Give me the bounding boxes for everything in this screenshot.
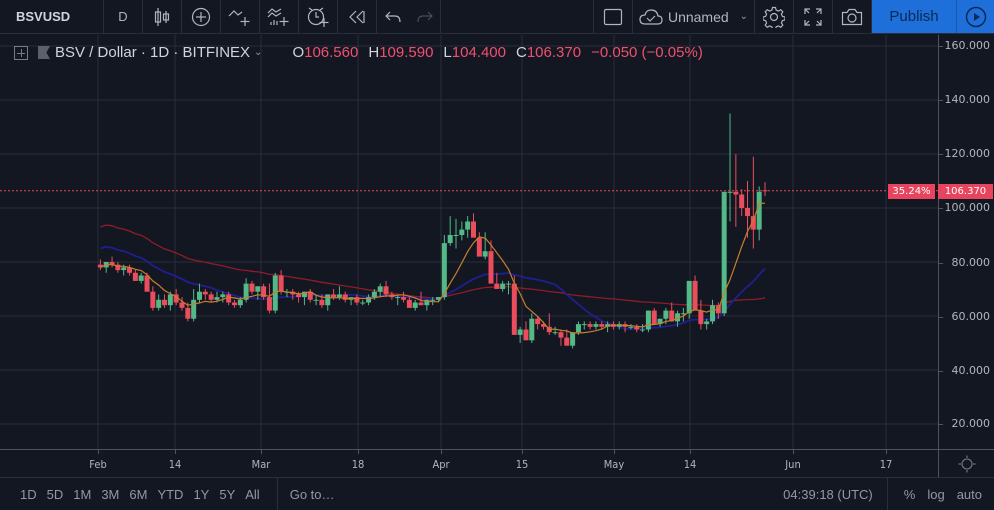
- gear-icon: [763, 6, 785, 28]
- chevron-down-icon: ⌄: [739, 11, 749, 22]
- undo-redo-group: [377, 0, 441, 33]
- last-price-badge: 106.370: [938, 184, 993, 199]
- range-1d-button[interactable]: 1D: [20, 486, 37, 502]
- change-value: −0.050 (−0.05%): [591, 44, 703, 61]
- toolbar-spacer: [441, 0, 594, 33]
- play-circle-icon: [965, 6, 986, 27]
- chart-type-button[interactable]: [143, 0, 182, 33]
- price-axis-label: 20.000: [951, 417, 991, 430]
- add-circle-icon: [191, 7, 211, 26]
- indicator-add-icon: [228, 9, 250, 26]
- layout-name-dropdown[interactable]: Unnamed ⌄: [633, 0, 755, 33]
- time-axis-label: 18: [351, 458, 365, 471]
- price-axis[interactable]: 160.000 140.000 120.000 100.000 80.000 6…: [938, 35, 994, 449]
- time-axis-label: May: [603, 458, 625, 471]
- high-key: H: [368, 44, 380, 61]
- time-axis-label: 14: [683, 458, 697, 471]
- percent-scale-toggle[interactable]: %: [903, 486, 916, 502]
- time-axis-label: Mar: [251, 458, 271, 471]
- rewind-icon: [349, 10, 365, 23]
- camera-icon: [841, 8, 863, 25]
- open-value: 106.560: [304, 44, 359, 61]
- undo-icon[interactable]: [384, 11, 401, 23]
- interval-button[interactable]: D: [104, 0, 143, 33]
- symbol-search-button[interactable]: BSVUSD: [0, 0, 104, 33]
- publish-button[interactable]: Publish: [872, 0, 957, 33]
- expand-plus-icon[interactable]: [14, 45, 28, 60]
- snapshot-button[interactable]: [833, 0, 872, 33]
- chevron-down-icon[interactable]: ⌄: [254, 47, 263, 58]
- fullscreen-button[interactable]: [794, 0, 833, 33]
- templates-button[interactable]: [260, 0, 299, 33]
- multiple-charts-button[interactable]: [594, 0, 633, 33]
- range-all-button[interactable]: All: [245, 486, 260, 502]
- low-key: L: [443, 44, 452, 61]
- cloud-check-icon: [639, 8, 663, 25]
- time-axis-label: 15: [515, 458, 529, 471]
- price-axis-label: 160.000: [944, 39, 991, 52]
- divider: [276, 477, 278, 510]
- auto-scale-toggle[interactable]: auto: [956, 486, 982, 502]
- flag-icon[interactable]: [38, 46, 50, 59]
- log-scale-toggle[interactable]: log: [927, 486, 945, 502]
- price-axis-label: 80.000: [951, 256, 991, 269]
- redo-icon[interactable]: [416, 11, 433, 23]
- range-1y-button[interactable]: 1Y: [193, 486, 210, 502]
- sun-settings-icon: [958, 455, 975, 472]
- layout-name-label: Unnamed: [667, 8, 729, 25]
- alarm-clock-add-icon: [307, 7, 329, 27]
- range-ytd-button[interactable]: YTD: [157, 486, 184, 502]
- close-key: C: [516, 44, 527, 61]
- last-price-change-badge: 35.24%: [888, 184, 935, 199]
- square-layout-icon: [603, 8, 623, 25]
- time-axis-label: Jun: [785, 458, 801, 471]
- low-value: 104.400: [451, 44, 506, 61]
- price-axis-label: 140.000: [944, 93, 991, 106]
- settings-button[interactable]: [755, 0, 794, 33]
- fullscreen-icon: [804, 7, 822, 26]
- time-axis-label: 14: [168, 458, 182, 471]
- price-axis-label: 40.000: [951, 364, 991, 377]
- high-value: 109.590: [379, 44, 434, 61]
- close-value: 106.370: [526, 44, 582, 61]
- series-legend: BSV / Dollar · 1D · BITFINEX ⌄ O 106.560 …: [14, 44, 703, 61]
- price-axis-label: 120.000: [944, 147, 991, 160]
- replay-button[interactable]: [338, 0, 377, 33]
- candlestick-chart[interactable]: [0, 35, 938, 449]
- indicators-button[interactable]: [221, 0, 260, 33]
- price-axis-label: 60.000: [951, 310, 991, 323]
- go-to-date-button[interactable]: Go to…: [289, 486, 335, 502]
- axis-settings-button[interactable]: [938, 449, 994, 477]
- divider: [886, 477, 888, 510]
- play-button[interactable]: [957, 0, 994, 33]
- open-key: O: [292, 44, 305, 61]
- range-6m-button[interactable]: 6M: [129, 486, 148, 502]
- range-5y-button[interactable]: 5Y: [219, 486, 236, 502]
- time-axis-label: 17: [879, 458, 893, 471]
- time-axis[interactable]: Feb 14 Mar 18 Apr 15 May 14 Jun 17: [0, 449, 938, 477]
- series-title[interactable]: BSV / Dollar · 1D · BITFINEX: [55, 44, 251, 61]
- compare-symbol-button[interactable]: [182, 0, 221, 33]
- strategy-add-icon: [267, 7, 289, 26]
- range-5d-button[interactable]: 5D: [46, 486, 64, 502]
- bottom-toolbar: 1D 5D 1M 3M 6M YTD 1Y 5Y All Go to… 04:3…: [0, 477, 994, 510]
- time-axis-label: Feb: [89, 458, 107, 471]
- time-axis-label: Apr: [432, 458, 450, 471]
- price-axis-label: 100.000: [944, 201, 991, 214]
- chart-pane[interactable]: [0, 35, 938, 449]
- utc-clock[interactable]: 04:39:18 (UTC): [783, 486, 873, 502]
- range-3m-button[interactable]: 3M: [101, 486, 120, 502]
- range-1m-button[interactable]: 1M: [73, 486, 92, 502]
- alert-button[interactable]: [299, 0, 338, 33]
- candles-icon: [154, 7, 170, 26]
- top-toolbar: BSVUSD D Unnamed ⌄ Publish: [0, 0, 994, 34]
